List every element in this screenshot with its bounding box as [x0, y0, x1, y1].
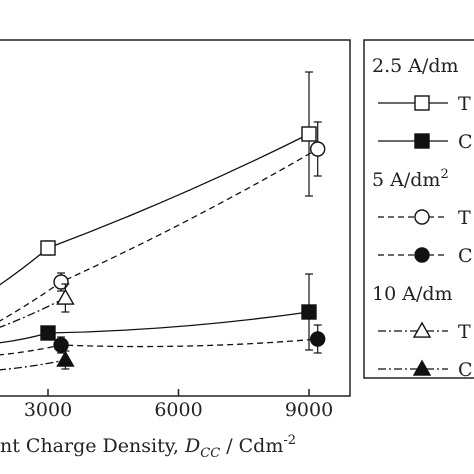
- series-3: [0, 324, 326, 356]
- series-0: [0, 71, 317, 286]
- series-5: [0, 350, 75, 371]
- series-2: [0, 121, 326, 322]
- series-1: [0, 273, 317, 351]
- legend-group-label: 2.5 A/dm: [372, 55, 459, 77]
- legend-entry-label: T: [458, 321, 471, 343]
- data-point-triangle-filled: [56, 350, 75, 367]
- data-point-circle-filled: [53, 337, 69, 353]
- series-line: [0, 148, 319, 322]
- data-point-circle-filled: [310, 331, 326, 347]
- data-point-circle-open: [414, 209, 430, 225]
- data-point-circle-open: [310, 141, 326, 157]
- data-point-square-filled: [301, 304, 317, 320]
- x-axis-label-sub: CC: [200, 446, 220, 461]
- legend-group-label-sup: 2: [440, 167, 448, 182]
- data-point-triangle-filled: [412, 359, 432, 376]
- x-axis-label-prefix: nt Charge Density,: [0, 435, 185, 457]
- x-axis-label-unit: / Cdm: [220, 435, 283, 457]
- data-point-square-open: [414, 95, 430, 111]
- x-axis: 3000 6000 9000: [24, 389, 333, 421]
- x-tick-label: 9000: [285, 399, 333, 421]
- data-point-triangle-open: [412, 321, 432, 338]
- series-line: [0, 133, 310, 286]
- series-layer: [0, 71, 326, 371]
- series-line: [0, 338, 318, 356]
- legend-entry: C: [378, 131, 473, 153]
- legend-entry-label: C: [458, 245, 473, 267]
- x-axis-label-unit-sup: -2: [283, 433, 296, 448]
- legend-entry: C: [378, 359, 473, 381]
- x-axis-label: nt Charge Density, DCC / Cdm-2: [0, 433, 296, 461]
- legend-entry-label: C: [458, 359, 473, 381]
- legend-group-label: 5 A/dm2: [372, 167, 449, 191]
- legend-entry: T: [378, 207, 471, 229]
- data-point-square-filled: [40, 325, 56, 341]
- legend-entry-label: C: [458, 131, 473, 153]
- x-tick-label: 3000: [24, 399, 72, 421]
- legend-entry: T: [378, 93, 471, 115]
- plot-frame: [0, 39, 351, 397]
- data-point-square-open: [301, 126, 317, 142]
- legend-group-label: 10 A/dm: [372, 283, 453, 305]
- x-axis-label-symbol: D: [184, 435, 200, 457]
- x-tick-label: 6000: [154, 399, 202, 421]
- data-point-circle-open: [53, 274, 69, 290]
- series-line: [0, 359, 66, 371]
- legend-entry: T: [378, 321, 471, 343]
- data-point-square-open: [40, 240, 56, 256]
- legend-entry: C: [378, 245, 473, 267]
- data-point-circle-filled: [414, 247, 430, 263]
- data-point-square-filled: [414, 133, 430, 149]
- series-line: [0, 297, 66, 328]
- series-4: [0, 283, 75, 328]
- legend-entry-label: T: [458, 207, 471, 229]
- series-line: [0, 311, 310, 344]
- legend-entry-label: T: [458, 93, 471, 115]
- data-point-triangle-open: [56, 288, 75, 305]
